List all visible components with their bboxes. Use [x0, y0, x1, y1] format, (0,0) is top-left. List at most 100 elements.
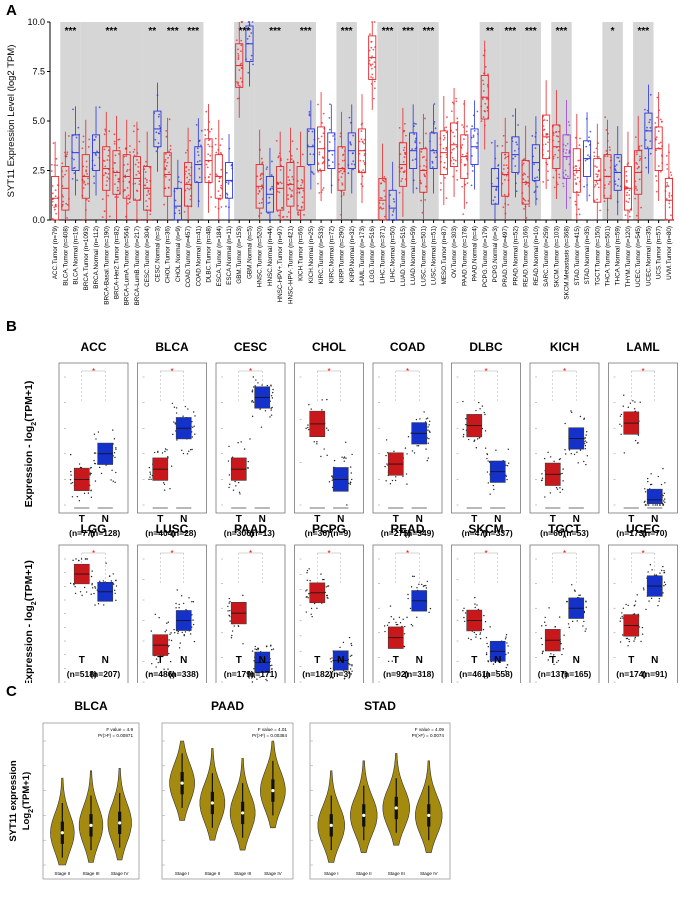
point	[516, 143, 518, 146]
point	[548, 607, 550, 609]
point	[425, 418, 428, 420]
point	[76, 495, 79, 498]
point	[599, 209, 602, 212]
point	[185, 165, 188, 168]
point	[669, 171, 672, 174]
point	[404, 151, 406, 154]
x-label-ov-tumor-n-303: OV.Tumor (n=303)	[451, 226, 458, 278]
point	[645, 608, 647, 611]
point	[536, 185, 539, 188]
point	[342, 153, 345, 156]
point	[123, 189, 126, 191]
point	[635, 153, 638, 156]
point	[308, 593, 310, 595]
point	[497, 164, 500, 167]
point	[541, 625, 543, 627]
point	[504, 153, 507, 156]
point	[150, 478, 152, 480]
point	[371, 63, 374, 66]
point	[462, 213, 465, 216]
point	[452, 162, 455, 165]
point	[522, 178, 525, 181]
point	[640, 640, 642, 643]
point	[405, 134, 407, 137]
point	[113, 583, 115, 585]
point	[505, 666, 507, 669]
point	[471, 125, 474, 128]
point	[129, 145, 131, 147]
point	[182, 415, 184, 417]
point	[349, 142, 352, 145]
point	[331, 673, 333, 675]
point	[564, 169, 567, 172]
point	[413, 133, 415, 136]
point	[358, 140, 361, 143]
point	[382, 207, 385, 210]
point	[85, 558, 87, 560]
point	[655, 190, 658, 193]
sig-chol: ***	[167, 26, 179, 37]
point	[585, 463, 587, 466]
point	[54, 189, 57, 192]
point	[322, 112, 325, 115]
label-n-coad: N	[416, 514, 423, 525]
stage-label-paad-stage-iv: Stage IV	[264, 871, 283, 876]
point	[144, 177, 147, 180]
point	[168, 154, 171, 157]
median-stad-stage-ii	[362, 813, 366, 817]
point	[115, 585, 118, 587]
x-label-kirc-normal-n-72: KIRC.Normal (n=72)	[328, 226, 335, 283]
stage-label-paad-stage-ii: Stage II	[204, 871, 220, 876]
point	[343, 677, 346, 680]
point	[250, 54, 253, 57]
x-label-read-normal-n-10: READ.Normal (n=10)	[533, 226, 540, 286]
point	[133, 219, 136, 221]
point	[287, 211, 290, 213]
point	[445, 167, 448, 170]
point	[585, 441, 588, 444]
point	[308, 568, 310, 570]
x-label-lgg-tumor-n-516: LGG.Tumor (n=516)	[369, 226, 376, 283]
point	[137, 166, 140, 168]
point	[175, 207, 177, 209]
point	[652, 504, 654, 506]
point	[52, 142, 55, 145]
point	[668, 192, 671, 194]
point	[98, 106, 101, 109]
point	[118, 153, 120, 155]
x-label-skcm-metastasis-n-368: SKCM.Metastasis (n=368)	[564, 226, 571, 300]
point	[308, 428, 310, 431]
point	[666, 181, 668, 184]
frame-kich	[529, 362, 600, 514]
point	[583, 442, 586, 445]
point	[183, 210, 186, 213]
point	[155, 658, 158, 660]
point	[103, 160, 106, 162]
point	[555, 131, 557, 133]
point	[363, 142, 365, 145]
point	[290, 158, 293, 160]
point	[505, 633, 508, 636]
shade-gbm	[234, 22, 255, 220]
point	[112, 480, 114, 482]
point	[270, 414, 273, 416]
point	[163, 668, 165, 670]
point	[402, 618, 404, 621]
point	[322, 157, 325, 160]
point	[264, 410, 267, 412]
point	[427, 429, 429, 431]
point	[479, 637, 482, 640]
point	[348, 636, 351, 639]
point	[110, 479, 112, 481]
point	[127, 194, 130, 197]
point	[503, 193, 506, 196]
point	[649, 483, 652, 486]
point	[341, 172, 344, 175]
point	[382, 202, 384, 205]
point	[310, 408, 312, 410]
point	[300, 205, 303, 208]
point	[431, 160, 434, 163]
point	[421, 583, 423, 586]
point	[565, 148, 568, 151]
point	[116, 186, 119, 189]
